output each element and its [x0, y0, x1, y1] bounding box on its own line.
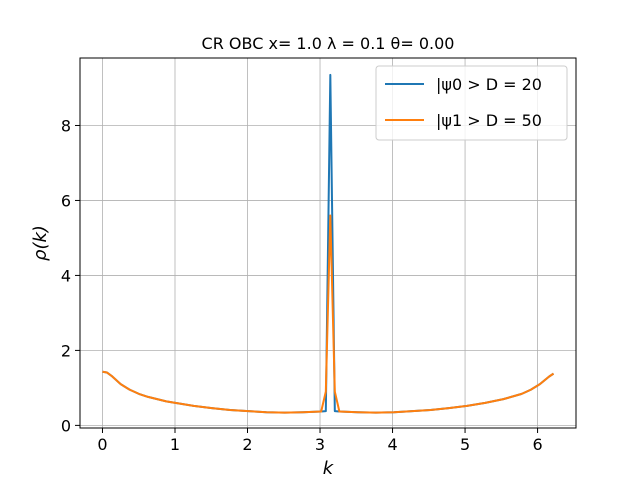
x-tick-label: 3 [315, 435, 325, 454]
x-tick-label: 2 [242, 435, 252, 454]
y-tick-label: 0 [61, 416, 71, 435]
x-tick-label: 1 [170, 435, 180, 454]
x-tick-label: 5 [460, 435, 470, 454]
y-tick-label: 2 [61, 341, 71, 360]
y-tick-label: 8 [61, 116, 71, 135]
plot-frame [79, 57, 577, 429]
legend-label-psi1: |ψ1 > D = 50 [436, 111, 542, 130]
x-tick-label: 4 [387, 435, 397, 454]
x-tick-label: 0 [97, 435, 107, 454]
series-line-psi1 [102, 214, 555, 414]
y-axis-label: ρ(k) [30, 225, 51, 261]
ticks: 0 1 2 3 4 5 6 0 2 4 6 8 [61, 116, 543, 454]
x-axis-label: k [323, 458, 335, 479]
series-lines [102, 73, 555, 414]
legend: |ψ0 > D = 20 |ψ1 > D = 50 [375, 65, 568, 141]
y-tick-label: 4 [61, 266, 71, 285]
chart-title: CR OBC x= 1.0 λ = 0.1 θ= 0.00 [202, 34, 455, 53]
legend-label-psi0: |ψ0 > D = 20 [436, 75, 542, 94]
y-tick-label: 6 [61, 191, 71, 210]
x-tick-label: 6 [532, 435, 542, 454]
